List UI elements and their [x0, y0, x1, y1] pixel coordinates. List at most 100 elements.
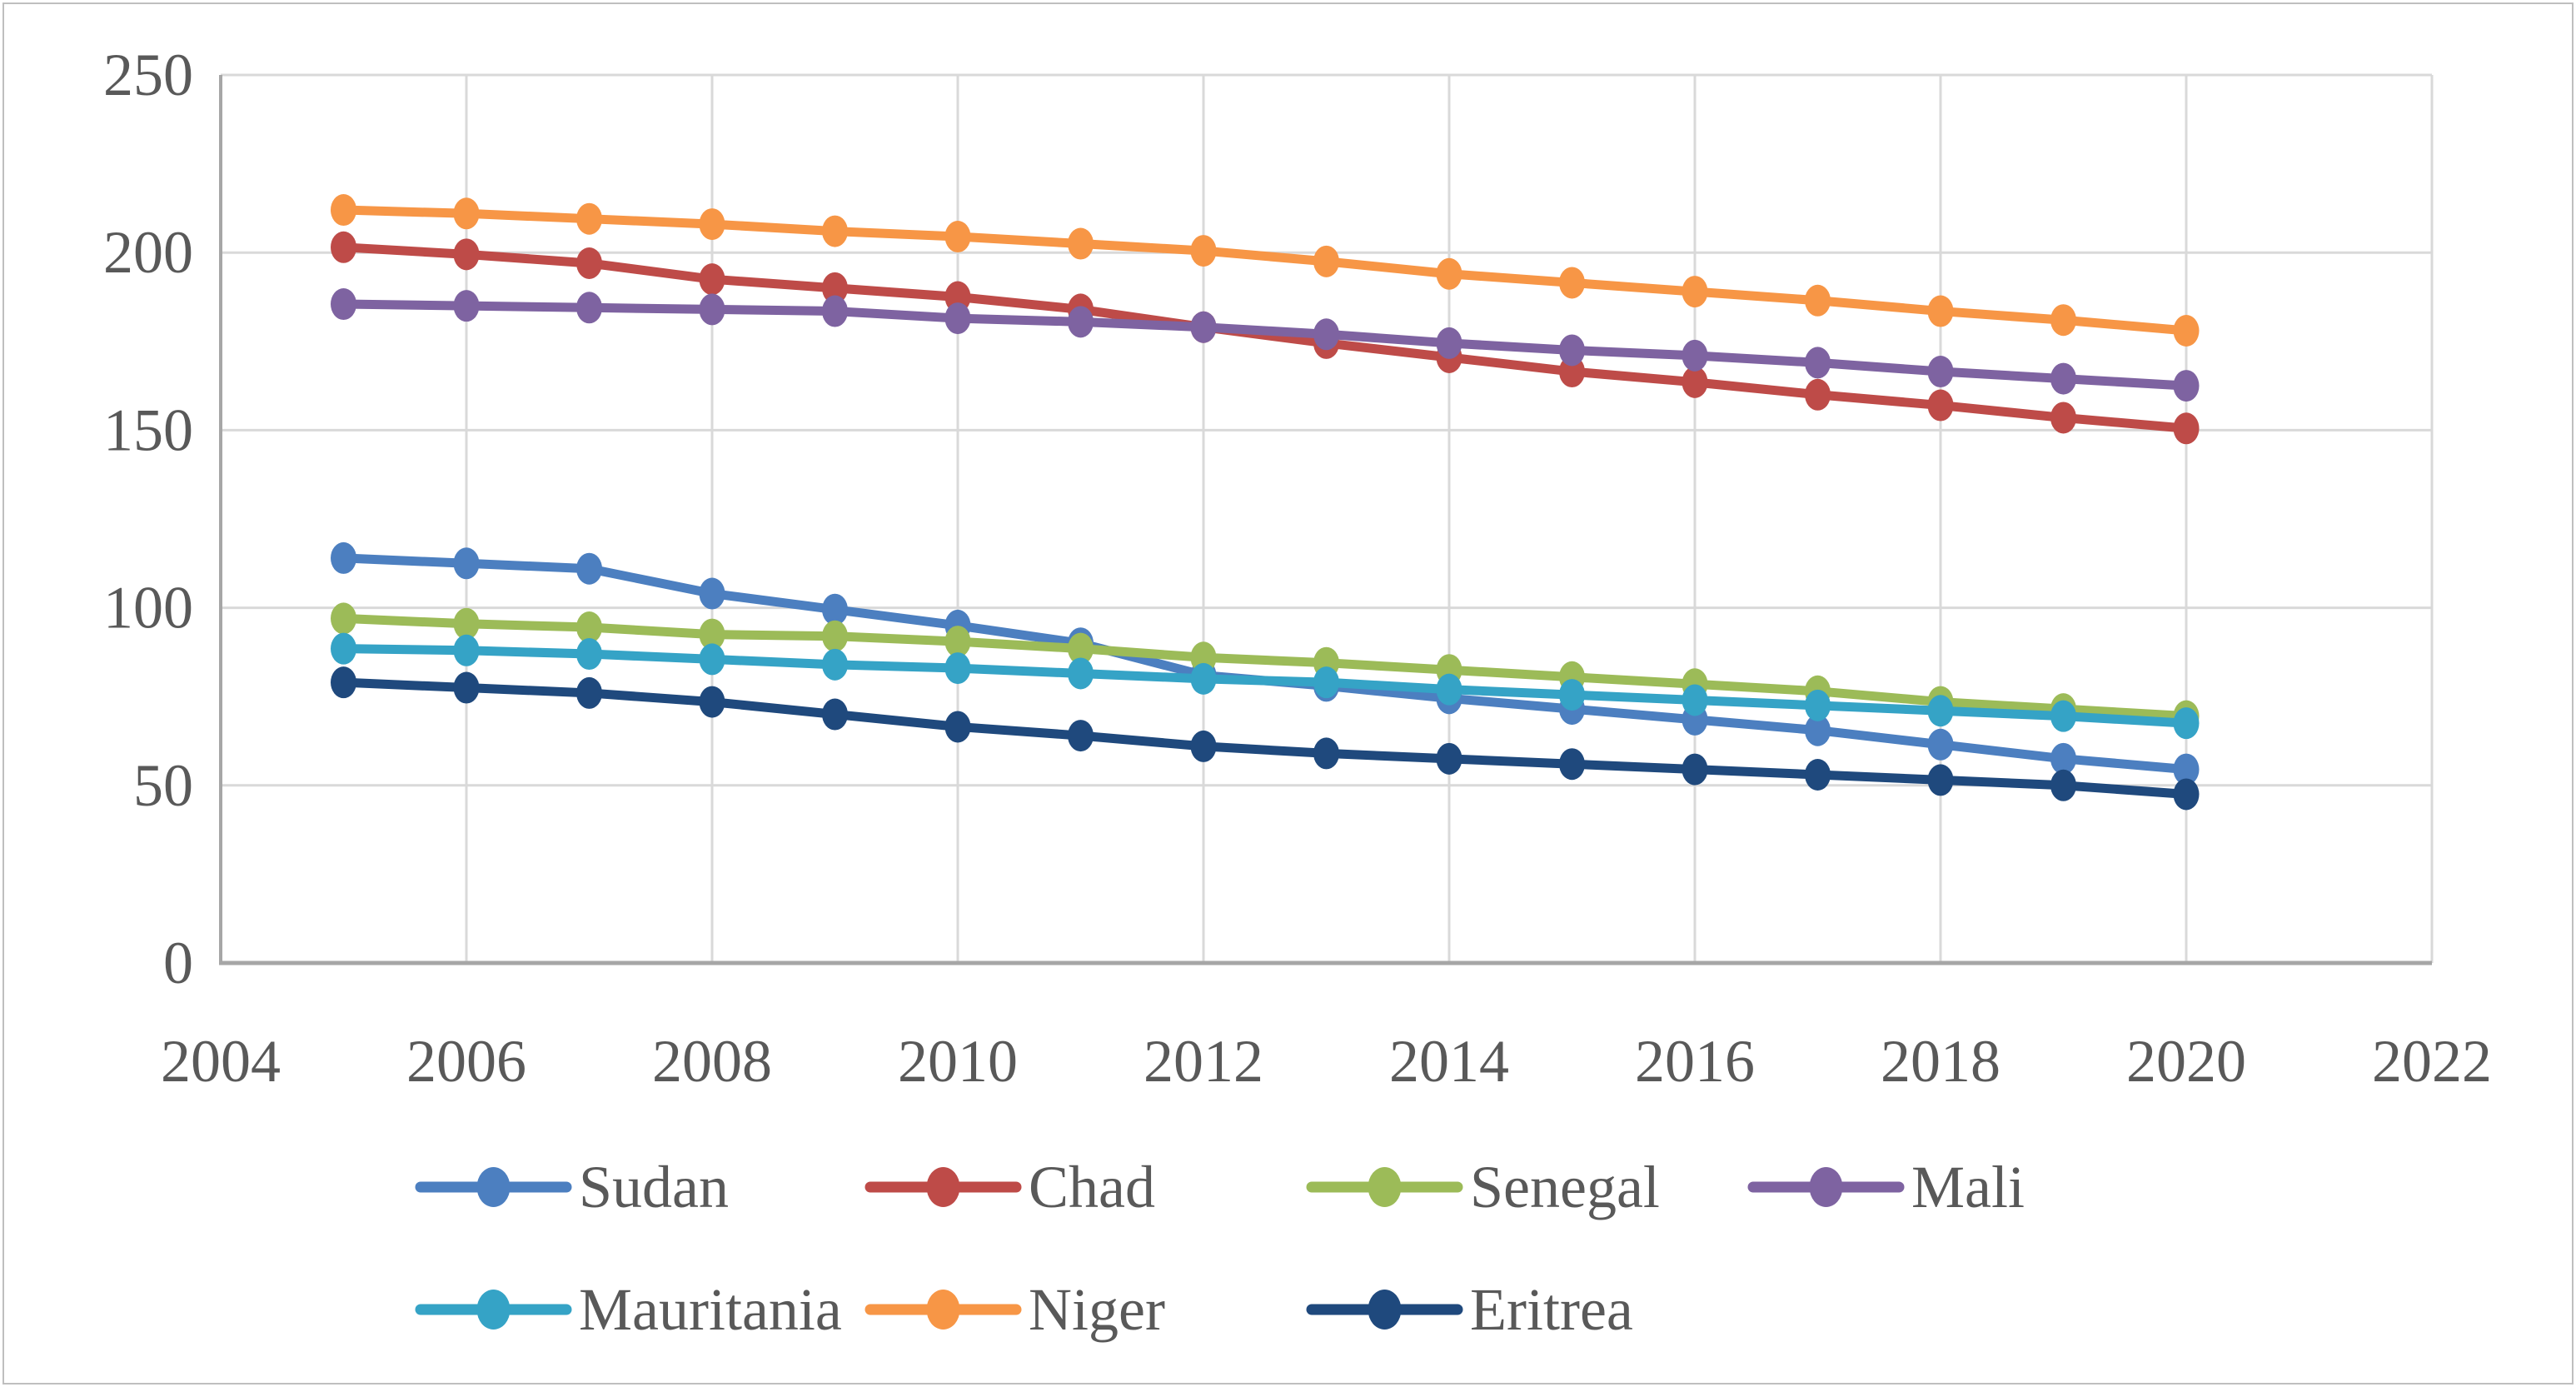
data-point-eritrea-2014 — [1436, 742, 1462, 775]
data-point-chad-2018 — [1927, 389, 1954, 422]
data-point-niger-2018 — [1927, 295, 1954, 327]
legend-label-chad: Chad — [1029, 1154, 1155, 1220]
legend-marker-mauritania — [476, 1290, 511, 1330]
legend-marker-senegal — [1368, 1167, 1402, 1207]
data-point-chad-2008 — [699, 263, 725, 296]
data-point-mali-2010 — [944, 302, 971, 335]
data-point-sudan-2018 — [1927, 728, 1954, 761]
data-point-sudan-2005 — [331, 541, 356, 574]
legend-label-sudan: Sudan — [579, 1154, 729, 1220]
data-point-sudan-2007 — [576, 552, 602, 585]
data-point-sudan-2006 — [453, 547, 480, 580]
data-point-mali-2020 — [2173, 370, 2200, 402]
data-point-chad-2017 — [1805, 378, 1831, 411]
data-point-niger-2015 — [1559, 267, 1585, 299]
x-tick-label: 2016 — [1635, 1028, 1755, 1095]
data-point-niger-2017 — [1805, 284, 1831, 317]
data-point-mauritania-2015 — [1559, 679, 1585, 711]
data-point-chad-2019 — [2050, 402, 2076, 434]
data-point-sudan-2019 — [2050, 742, 2076, 775]
data-point-chad-2006 — [453, 238, 480, 271]
y-tick-label: 100 — [103, 575, 193, 641]
data-point-senegal-2006 — [453, 607, 480, 640]
data-point-mali-2012 — [1190, 311, 1217, 343]
data-point-senegal-2011 — [1068, 632, 1094, 665]
data-point-mali-2015 — [1559, 334, 1585, 367]
data-point-mauritania-2020 — [2173, 707, 2200, 740]
data-point-eritrea-2007 — [576, 676, 602, 709]
data-point-senegal-2008 — [699, 618, 725, 651]
data-point-mali-2014 — [1436, 327, 1462, 359]
data-point-niger-2009 — [822, 215, 848, 247]
x-tick-label: 2004 — [161, 1028, 281, 1095]
data-point-mauritania-2011 — [1068, 657, 1094, 690]
legend-label-eritrea: Eritrea — [1470, 1276, 1633, 1343]
data-point-eritrea-2017 — [1805, 759, 1831, 791]
data-point-mauritania-2013 — [1313, 666, 1339, 699]
legend-marker-chad — [926, 1167, 960, 1207]
data-point-mali-2006 — [453, 290, 480, 322]
y-tick-label: 50 — [133, 752, 193, 819]
x-tick-label: 2012 — [1144, 1028, 1263, 1095]
data-point-senegal-2009 — [822, 620, 848, 652]
data-point-mauritania-2009 — [822, 648, 848, 681]
data-point-mali-2019 — [2050, 362, 2076, 395]
data-point-eritrea-2009 — [822, 698, 848, 731]
data-point-mauritania-2005 — [331, 632, 356, 665]
data-point-mali-2008 — [699, 293, 725, 326]
x-tick-label: 2020 — [2126, 1028, 2246, 1095]
data-point-eritrea-2019 — [2050, 769, 2076, 801]
data-point-eritrea-2006 — [453, 671, 480, 704]
data-point-sudan-2020 — [2173, 753, 2200, 786]
data-point-mauritania-2010 — [944, 652, 971, 685]
data-point-sudan-2017 — [1805, 714, 1831, 746]
data-point-mauritania-2008 — [699, 643, 725, 676]
x-tick-label: 2006 — [406, 1028, 526, 1095]
data-point-mali-2005 — [331, 288, 356, 321]
data-point-mauritania-2007 — [576, 638, 602, 671]
data-point-chad-2007 — [576, 247, 602, 279]
data-point-eritrea-2015 — [1559, 748, 1585, 781]
data-point-senegal-2007 — [576, 611, 602, 644]
data-point-chad-2020 — [2173, 412, 2200, 445]
series-line-niger — [339, 205, 2191, 336]
data-point-niger-2016 — [1682, 276, 1708, 308]
x-tick-label: 2008 — [652, 1028, 772, 1095]
data-point-mauritania-2012 — [1190, 662, 1217, 695]
data-point-mauritania-2006 — [453, 634, 480, 666]
data-point-sudan-2008 — [699, 577, 725, 610]
data-point-mali-2011 — [1068, 306, 1094, 338]
legend-marker-niger — [926, 1290, 960, 1330]
legend-marker-mali — [1809, 1167, 1843, 1207]
data-point-eritrea-2012 — [1190, 730, 1217, 762]
data-point-niger-2014 — [1436, 257, 1462, 290]
x-tick-label: 2014 — [1389, 1028, 1509, 1095]
y-tick-label: 200 — [103, 219, 193, 286]
x-tick-label: 2022 — [2372, 1028, 2492, 1095]
data-point-eritrea-2005 — [331, 666, 356, 699]
data-point-mauritania-2018 — [1927, 695, 1954, 727]
legend-label-mauritania: Mauritania — [579, 1276, 842, 1343]
data-point-senegal-2010 — [944, 626, 971, 658]
series-line-mali — [339, 299, 2191, 391]
y-tick-label: 0 — [163, 930, 193, 996]
data-point-mauritania-2016 — [1682, 684, 1708, 716]
x-tick-label: 2010 — [898, 1028, 1018, 1095]
series-line-senegal — [339, 613, 2191, 721]
data-point-eritrea-2016 — [1682, 753, 1708, 786]
data-point-eritrea-2020 — [2173, 778, 2200, 811]
data-point-mali-2018 — [1927, 356, 1954, 388]
legend-label-senegal: Senegal — [1470, 1154, 1660, 1220]
data-point-niger-2011 — [1068, 227, 1094, 260]
series-line-eritrea — [339, 677, 2191, 799]
data-point-mauritania-2019 — [2050, 700, 2076, 732]
series-line-mauritania — [339, 644, 2191, 728]
data-point-niger-2008 — [699, 208, 725, 241]
data-point-niger-2013 — [1313, 245, 1339, 277]
data-point-niger-2007 — [576, 202, 602, 235]
data-point-niger-2012 — [1190, 235, 1217, 267]
